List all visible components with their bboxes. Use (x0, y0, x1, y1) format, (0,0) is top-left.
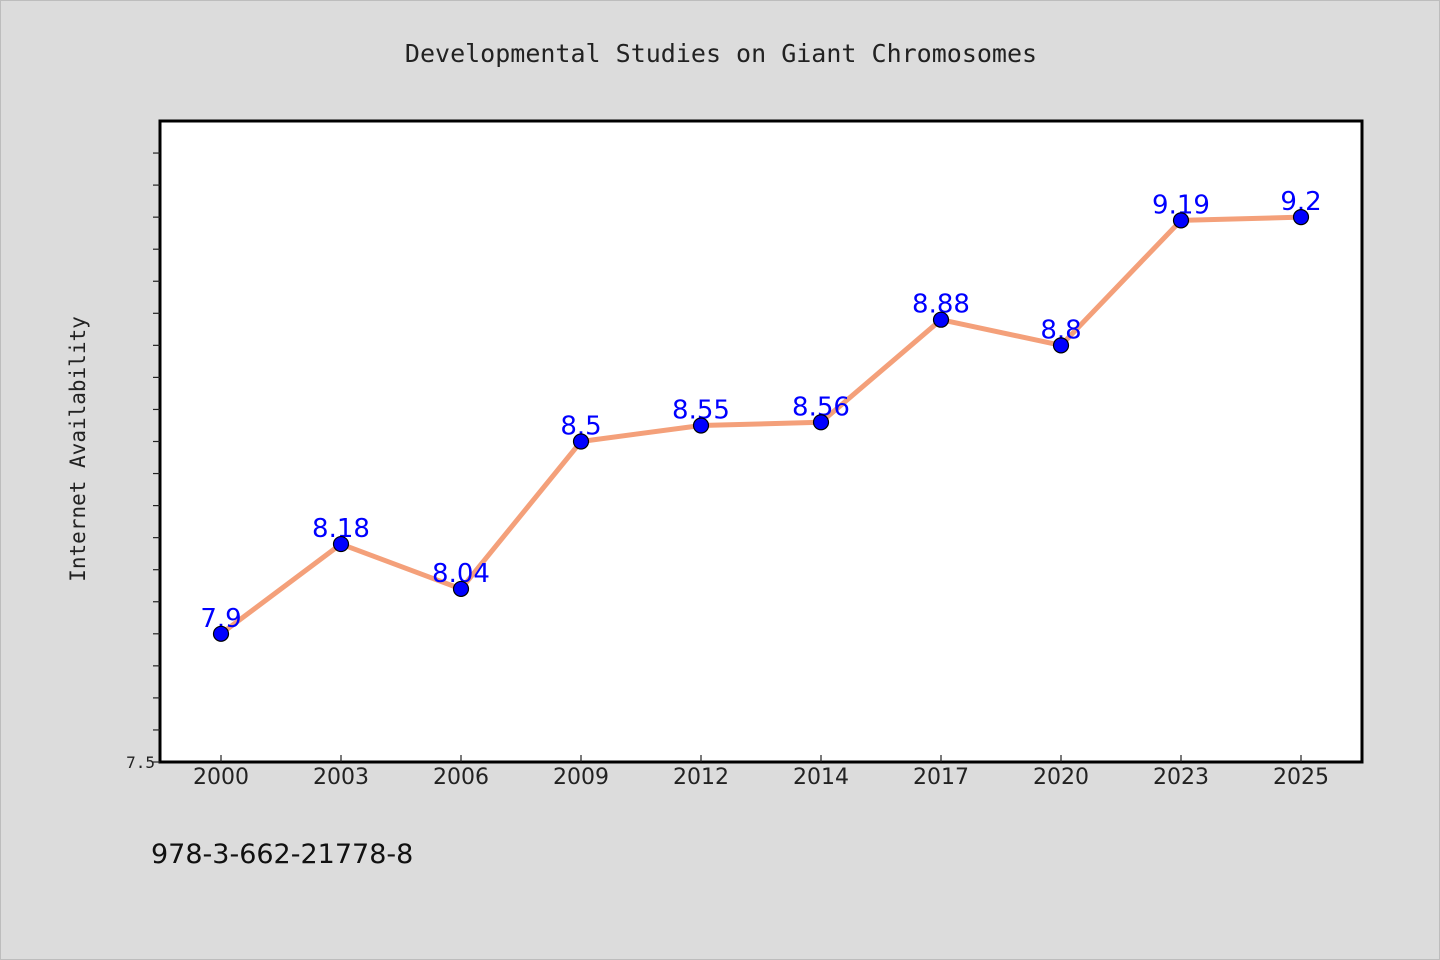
series-layer: 7.98.188.048.58.55 8.568.888.89.19 9.2 (200, 187, 1322, 642)
data-point (692, 417, 710, 434)
data-point (572, 433, 590, 450)
data-point (452, 580, 470, 598)
x-tick-label: 2000 (193, 765, 249, 790)
x-axis-ticks: 2000 2003 2006 2009 2012 2014 2017 2020 2023 2025 (193, 755, 1329, 790)
data-point (212, 625, 230, 642)
data-point (1292, 209, 1310, 226)
chart-title: Developmental Studies on Giant Chromosom… (405, 39, 1037, 68)
y-axis-label: Internet Availability (66, 316, 90, 582)
data-point (1052, 337, 1070, 354)
plot-area (158, 119, 1364, 764)
y-tick-label: 7.5 (126, 753, 155, 772)
x-tick-label: 2023 (1153, 765, 1209, 790)
x-tick-label: 2006 (433, 765, 489, 790)
x-tick-label: 2025 (1273, 765, 1329, 790)
isbn-footer: 978-3-662-21778-8 (151, 839, 413, 870)
x-tick-label: 2014 (793, 765, 849, 790)
data-point (812, 414, 830, 431)
x-tick-label: 2012 (673, 765, 729, 790)
series-line (218, 214, 1304, 637)
data-point (332, 535, 350, 553)
x-tick-label: 2003 (313, 765, 369, 790)
data-point (932, 311, 950, 328)
y-axis-ticks: 7.5 (126, 152, 160, 772)
x-tick-label: 2009 (553, 765, 609, 790)
x-tick-label: 2020 (1033, 765, 1089, 790)
x-tick-label: 2017 (913, 765, 969, 790)
data-point (1172, 212, 1190, 229)
